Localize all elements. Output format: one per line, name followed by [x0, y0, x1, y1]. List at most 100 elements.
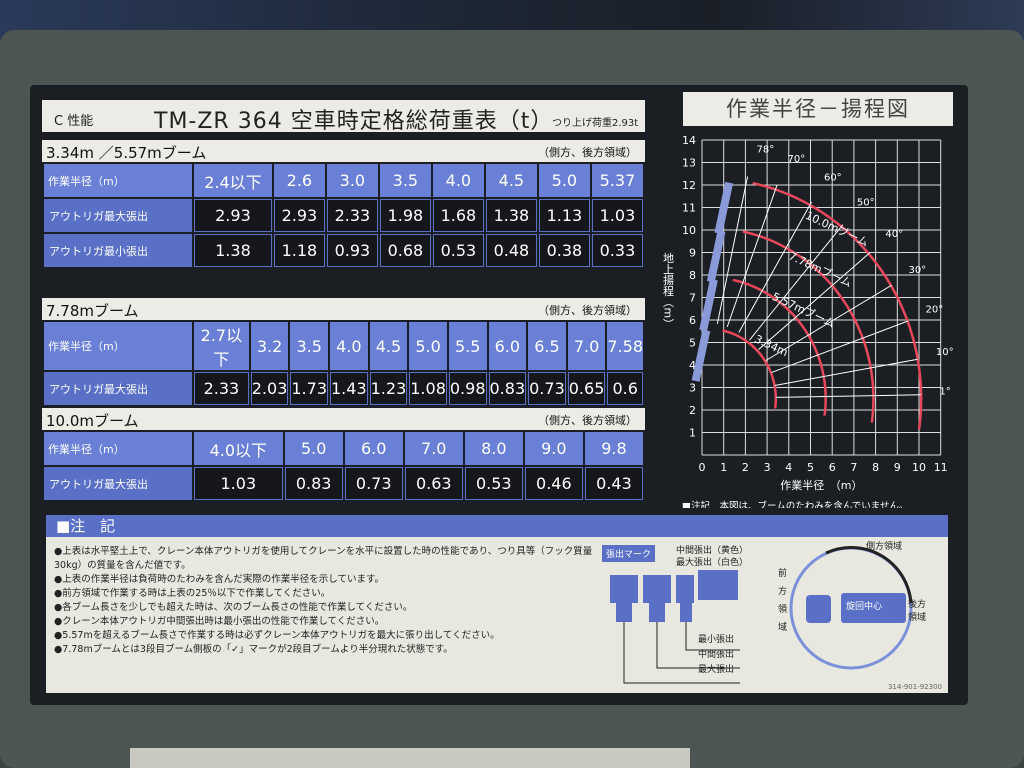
max-color-label: 最大張出（白色） [676, 558, 749, 568]
radius-height-chart: 0123456789101112345678910111213143.34m5.… [662, 134, 954, 508]
load-cell: 0.73 [528, 372, 566, 405]
load-cell: 1.38 [485, 199, 537, 232]
angle-label: 60° [824, 173, 842, 184]
mid-ext-label: 中間張出 [698, 650, 735, 660]
radius-cell: 5.37 [591, 164, 643, 197]
angle-line [775, 394, 922, 398]
load-cell: 2.93 [273, 199, 325, 232]
load-cell: 1.13 [538, 199, 590, 232]
notes-heading: ■注 記 [46, 515, 948, 537]
angle-label: 40° [885, 229, 903, 240]
radius-label: 作業半径（m） [44, 322, 192, 370]
radius-cell: 5.0 [538, 164, 590, 197]
x-tick-label: 8 [872, 461, 879, 474]
load-cell: 0.46 [524, 467, 583, 500]
area-label: （側方、後方領域） [538, 414, 637, 427]
radius-label: 作業半径（m） [44, 164, 192, 197]
load-table-2: 7.78mブーム （側方、後方領域） 作業半径（m） 2.7以下 3.2 3.5 4.0 4.… [42, 298, 645, 407]
load-cell: 0.43 [584, 467, 643, 500]
x-tick-label: 7 [850, 461, 857, 474]
radius-cell: 7.0 [567, 322, 606, 370]
boom-label: 10.0mブーム [803, 208, 870, 249]
load-cell: 0.73 [344, 467, 403, 500]
x-tick-label: 6 [829, 461, 836, 474]
load-curve [752, 181, 923, 430]
load-cell: 1.23 [369, 372, 408, 405]
chart-title: 作業半径－揚程図 [683, 92, 953, 126]
y-tick-label: 9 [689, 247, 696, 260]
note-item: ●クレーン本体アウトリガ中間張出時は最小張出の性能で作業してください。 [54, 616, 385, 627]
load-table: 作業半径（m） 2.7以下 3.2 3.5 4.0 4.5 5.0 5.5 6.0 6.5 7.0 7… [42, 320, 645, 407]
note-item: ●前方領域で作業する時は上表の25％以下で作業してください。 [54, 588, 331, 599]
boom-label: 3.34m [752, 332, 789, 359]
angle-line [758, 252, 871, 350]
y-tick-label: 13 [682, 157, 696, 170]
area-label: （側方、後方領域） [538, 304, 637, 317]
area-label: （側方、後方領域） [538, 146, 637, 159]
boom-section [699, 278, 718, 332]
notes-panel: ■注 記 ●上表は水平堅土上で、クレーン本体アウトリガを使用してクレーンを水平に… [46, 515, 948, 693]
load-cell: 0.98 [448, 372, 487, 405]
boom-label: 7.78mブーム [787, 249, 854, 290]
load-curve [732, 278, 827, 416]
load-cell: 0.68 [379, 234, 431, 267]
table-row: アウトリガ最大張出 2.33 2.03 1.73 1.43 1.23 1.08 0.98 0.8… [44, 372, 643, 405]
rear-area-label: 後方領域 [908, 600, 927, 623]
load-cell: 1.73 [290, 372, 328, 405]
note-item: ●上表の作業半径は負荷時のたわみを含んだ実際の作業半径を示しています。 [54, 574, 385, 585]
load-cell: 1.68 [432, 199, 484, 232]
outrigger-diagram [610, 570, 740, 684]
radius-cell: 3.5 [290, 322, 328, 370]
load-cell: 0.53 [432, 234, 484, 267]
load-cell: 1.08 [409, 372, 447, 405]
y-axis-label: 地上揚程（m） [662, 252, 675, 329]
load-cell: 0.6 [607, 372, 643, 405]
load-curve [722, 329, 778, 409]
load-cell: 0.33 [591, 234, 643, 267]
boom-header: 7.78mブーム （側方、後方領域） [42, 298, 645, 320]
load-cell: 0.63 [404, 467, 463, 500]
load-cell: 0.48 [485, 234, 537, 267]
load-table: 作業半径（m） 4.0以下 5.0 6.0 7.0 8.0 9.0 9.8 アウトリガ最大張出 1… [42, 430, 645, 502]
front-area-label: 前方領域 [778, 569, 788, 633]
y-tick-label: 8 [689, 269, 696, 282]
load-table: 作業半径（m） 2.4以下 2.6 3.0 3.5 4.0 4.5 5.0 5.37 アウトリガ最… [42, 162, 645, 269]
y-tick-label: 6 [689, 314, 696, 327]
boom-length: 7.78mブーム [46, 302, 139, 320]
radius-cell: 3.0 [326, 164, 378, 197]
mark-label: 張出マーク [602, 545, 656, 562]
title-bar: C 性能 TM-ZR 364 空車時定格総荷重表（t） つり上げ荷重2.93t [42, 100, 645, 134]
boom-header: 10.0mブーム （側方、後方領域） [42, 408, 645, 430]
area-diagram [789, 545, 913, 670]
angle-line [771, 320, 909, 374]
radius-row: 作業半径（m） 4.0以下 5.0 6.0 7.0 8.0 9.0 9.8 [44, 432, 643, 465]
y-tick-label: 14 [682, 134, 696, 147]
x-tick-label: 1 [720, 461, 727, 474]
load-cell: 2.33 [326, 199, 378, 232]
load-cell: 1.98 [379, 199, 431, 232]
page-title: TM-ZR 364 空車時定格総荷重表（t） [154, 109, 554, 134]
radius-cell: 6.0 [344, 432, 403, 465]
boom-section [714, 181, 734, 235]
boom-section [691, 329, 711, 382]
y-tick-label: 5 [689, 337, 696, 350]
angle-line [765, 284, 893, 361]
boom-header: 3.34m ／5.57mブーム （側方、後方領域） [42, 140, 645, 162]
x-tick-label: 2 [742, 461, 749, 474]
y-tick-label: 7 [689, 292, 696, 305]
radius-cell: 9.8 [584, 432, 643, 465]
x-tick-label: 3 [764, 461, 771, 474]
load-cell: 1.43 [330, 372, 368, 405]
rotation-center-label: 旋回中心 [846, 602, 883, 612]
x-tick-label: 4 [785, 461, 792, 474]
load-cell: 0.53 [464, 467, 523, 500]
radius-cell: 5.0 [284, 432, 343, 465]
load-cell: 0.38 [538, 234, 590, 267]
angle-line [774, 358, 918, 386]
load-cell: 1.18 [273, 234, 325, 267]
row-label: アウトリガ最大張出 [44, 467, 192, 500]
mid-color-label: 中間張出（黄色） [676, 546, 749, 556]
load-cell: 1.03 [591, 199, 643, 232]
radius-cell: 6.5 [528, 322, 566, 370]
x-axis-label: 作業半径 （m） [780, 478, 862, 492]
